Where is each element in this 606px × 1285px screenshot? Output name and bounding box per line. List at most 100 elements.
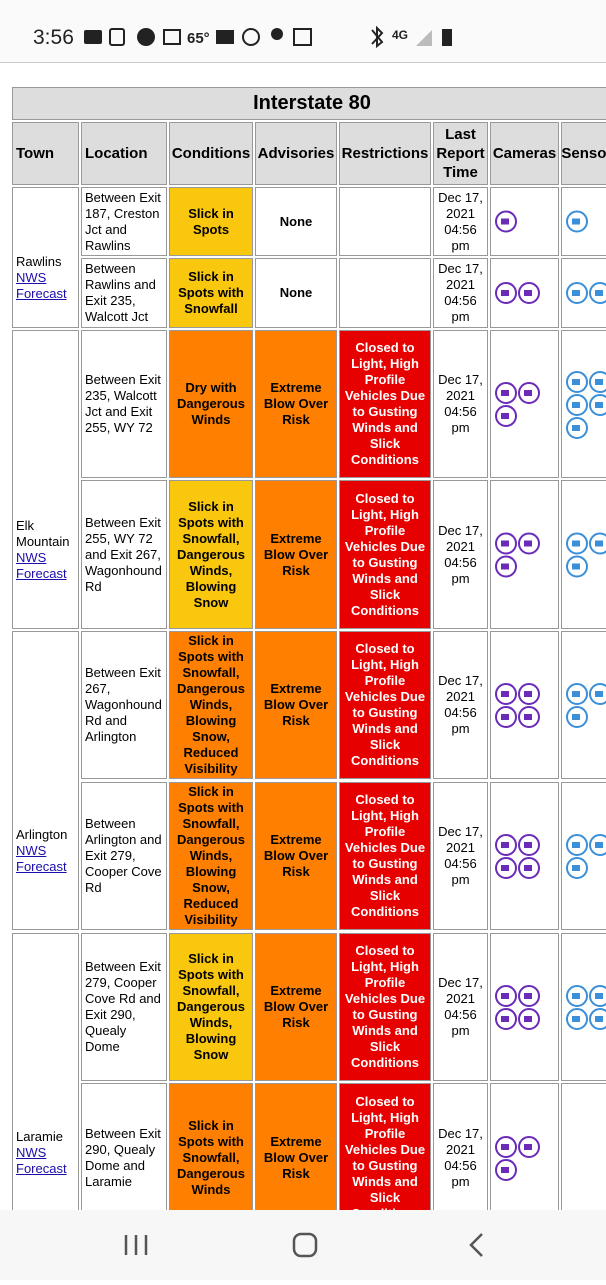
clock: 3:56: [33, 26, 74, 49]
advisories-text: None: [279, 285, 313, 300]
forecast-link[interactable]: NWS Forecast: [16, 842, 67, 874]
town-cell: Arlington NWS Forecast: [12, 631, 79, 930]
conditions-text: Dry with Dangerous Winds: [177, 380, 245, 427]
restrictions-text: Closed to Light, High Profile Vehicles D…: [344, 1094, 426, 1211]
report-time: Dec 17, 2021 04:56 pm: [433, 1083, 488, 1211]
restrictions: Closed to Light, High Profile Vehicles D…: [339, 631, 431, 779]
recent-apps[interactable]: [124, 1235, 148, 1255]
town: Rawlins NWS Forecast: [16, 254, 75, 302]
conditions-text: Slick in Spots with Snowfall, Dangerous …: [177, 633, 245, 776]
town-name: Laramie: [16, 1129, 63, 1144]
report-time: Dec 17, 2021 04:56 pm: [433, 933, 488, 1081]
sensors: [561, 330, 606, 478]
sensors-icons: [566, 834, 606, 879]
sensors-icons: [566, 683, 606, 728]
advisories-text: Extreme Blow Over Risk: [263, 832, 329, 879]
forecast-link[interactable]: NWS Forecast: [16, 269, 67, 301]
restrictions: Closed to Light, High Profile Vehicles D…: [339, 330, 431, 478]
forecast-link[interactable]: NWS Forecast: [16, 1145, 67, 1176]
restrictions: Closed to Light, High Profile Vehicles D…: [339, 782, 431, 930]
cameras: [490, 782, 559, 930]
sensors-icons: [566, 371, 606, 439]
conditions-text: Slick in Spots with Snowfall, Dangerous …: [177, 498, 245, 610]
restrictions: [339, 258, 431, 328]
conditions: Slick in Spots with Snowfall, Dangerous …: [169, 782, 253, 930]
cameras-icons: [495, 985, 540, 1030]
restrictions-text: Closed to Light, High Profile Vehicles D…: [344, 340, 426, 467]
cameras-icons: [495, 1136, 540, 1181]
advisories-text: Extreme Blow Over Risk: [263, 380, 329, 427]
navigation-bar: [0, 1210, 606, 1280]
advisories-text: None: [279, 213, 313, 229]
conditions: Slick in Spots with Snowfall, Dangerous …: [169, 1083, 253, 1211]
town-name: Arlington: [16, 826, 68, 842]
report-time: Dec 17, 2021 04:56 pm: [433, 782, 488, 930]
town-cell: Laramie NWS Forecast: [12, 933, 79, 1211]
column-header-text: Sensors: [561, 145, 606, 162]
restrictions-text: Closed to Light, High Profile Vehicles D…: [344, 943, 426, 1070]
town: Laramie NWS Forecast: [16, 1129, 75, 1177]
cameras-icons: [495, 532, 540, 578]
column-header-text: Restrictions: [341, 145, 429, 162]
cameras: [490, 258, 559, 328]
location-text: Between Rawlins and Exit 235, Walcott Jc…: [85, 261, 156, 324]
location-text: Between Exit 267, Wagonhound Rd and Arli…: [85, 665, 162, 744]
sensors-icons: [566, 282, 606, 304]
location-text: Between Exit 290, Quealy Dome and Larami…: [85, 1126, 161, 1189]
restrictions: [339, 187, 431, 256]
column-header: Cameras: [490, 122, 559, 185]
conditions: Slick in Spots with Snowfall, Dangerous …: [169, 480, 253, 629]
column-header-text: Advisories: [257, 145, 335, 162]
conditions: Slick in Spots with Snowfall: [169, 258, 253, 328]
advisories: Extreme Blow Over Risk: [255, 1083, 337, 1211]
advisories: Extreme Blow Over Risk: [255, 933, 337, 1081]
town: Elk Mountain NWS Forecast: [16, 518, 75, 582]
restrictions-text: Closed to Light, High Profile Vehicles D…: [344, 490, 426, 618]
column-header: Last Report Time: [433, 122, 488, 185]
sensors: [561, 782, 606, 930]
sensors: [561, 631, 606, 779]
column-header-text: Last Report Time: [436, 126, 485, 181]
cameras: [490, 480, 559, 629]
sensors-icons: [566, 985, 606, 1030]
conditions-text: Slick in Spots with Snowfall: [178, 269, 244, 316]
report-time: Dec 17, 2021 04:56 pm: [433, 330, 488, 478]
network: 4G: [392, 28, 409, 42]
report-time-text: Dec 17, 2021 04:56 pm: [438, 261, 483, 324]
column-header-text: Cameras: [492, 145, 557, 162]
location: Between Rawlins and Exit 235, Walcott Jc…: [81, 258, 167, 328]
conditions-text: Slick in Spots with Snowfall, Dangerous …: [177, 1118, 245, 1197]
column-header: Town: [12, 122, 79, 185]
conditions: Slick in Spots with Snowfall, Dangerous …: [169, 933, 253, 1081]
town-name: Rawlins: [16, 253, 62, 269]
column-header: Location: [81, 122, 167, 185]
report-time-text: Dec 17, 2021 04:56 pm: [438, 372, 483, 435]
town-cell: Rawlins NWS Forecast: [12, 187, 79, 328]
report-time: Dec 17, 2021 04:56 pm: [433, 480, 488, 629]
sensors: [561, 480, 606, 629]
advisories-text: Extreme Blow Over Risk: [263, 681, 329, 728]
sensors: [561, 187, 606, 256]
sensors-icons: [566, 210, 588, 233]
back-button[interactable]: [469, 1233, 483, 1257]
temperature: 65°: [187, 30, 210, 47]
cameras-icons: [495, 382, 540, 427]
web-page: Interstate 80 Town Location Conditions Advis…: [0, 62, 606, 1211]
town-cell: Elk Mountain NWS Forecast: [12, 330, 79, 629]
cameras-icons: [495, 834, 540, 879]
nav-icons: [124, 1232, 483, 1258]
cameras: [490, 933, 559, 1081]
forecast-link[interactable]: NWS Forecast: [16, 549, 67, 581]
column-header-text: Location: [85, 145, 148, 162]
restrictions-text: Closed to Light, High Profile Vehicles D…: [344, 792, 426, 919]
home-button[interactable]: [292, 1232, 318, 1258]
advisories-text: Extreme Blow Over Risk: [263, 530, 329, 578]
column-header: Sensors: [561, 122, 606, 185]
report-time-text: Dec 17, 2021 04:56 pm: [438, 1126, 483, 1189]
location-text: Between Exit 235, Walcott Jct and Exit 2…: [85, 372, 161, 435]
location-text: Between Exit 187, Creston Jct and Rawlin…: [85, 189, 161, 253]
report-time-text: Dec 17, 2021 04:56 pm: [438, 189, 483, 253]
advisories-text: Extreme Blow Over Risk: [263, 1134, 329, 1181]
report-time-text: Dec 17, 2021 04:56 pm: [438, 522, 483, 586]
